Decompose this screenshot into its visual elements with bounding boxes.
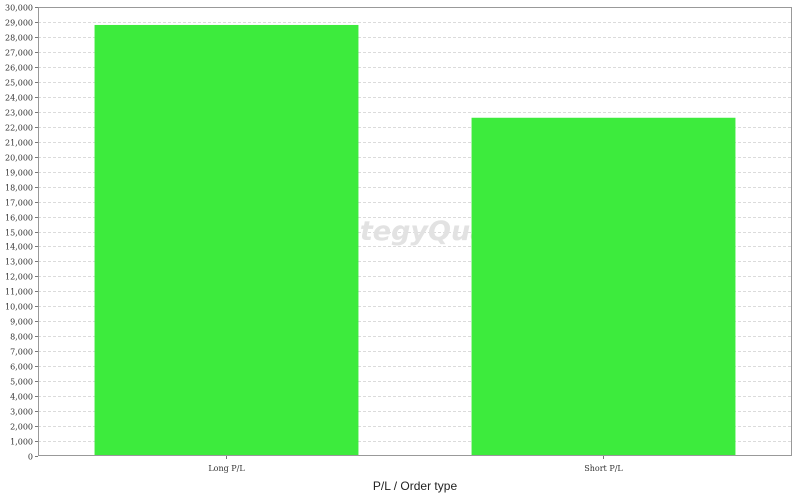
y-tick-label: 9,000 — [10, 318, 33, 327]
y-tick-label: 14,000 — [5, 243, 33, 252]
y-tick-label: 15,000 — [5, 229, 33, 238]
y-tick-label: 8,000 — [10, 333, 33, 342]
y-tick-label: 19,000 — [5, 169, 33, 178]
x-category-label: Short P/L — [584, 464, 623, 473]
y-tick-label: 22,000 — [5, 124, 33, 133]
y-tick-label: 12,000 — [5, 273, 33, 282]
y-tick-label: 3,000 — [10, 408, 33, 417]
y-tick-label: 16,000 — [5, 214, 33, 223]
y-tick-label: 18,000 — [5, 184, 33, 193]
y-tick-label: 27,000 — [5, 49, 33, 58]
bar-long-p-l — [94, 24, 359, 457]
y-tick-label: 13,000 — [5, 258, 33, 267]
y-tick-labels: 0 1,000 2,000 3,000 4,000 5,000 6,000 7,000 8,00… — [5, 4, 33, 462]
y-tick-label: 26,000 — [5, 64, 33, 73]
bars — [94, 24, 736, 457]
plot-frame — [38, 7, 792, 456]
y-tick-label: 11,000 — [5, 288, 33, 297]
y-tick-label: 24,000 — [5, 94, 33, 103]
y-tick-label: 21,000 — [5, 139, 33, 148]
axes — [35, 7, 792, 459]
y-tick-label: 23,000 — [5, 109, 33, 118]
x-axis-title: P/L / Order type — [372, 479, 458, 493]
bar-short-p-l — [471, 117, 736, 457]
y-tick-label: 25,000 — [5, 79, 33, 88]
y-tick-label: 29,000 — [5, 19, 33, 28]
y-tick-label: 17,000 — [5, 199, 33, 208]
x-category-labels: Long P/L Short P/L — [208, 464, 623, 473]
y-tick-label: 20,000 — [5, 154, 33, 163]
y-tick-label: 7,000 — [10, 348, 33, 357]
y-tick-label: 4,000 — [10, 393, 33, 402]
y-tick-label: 2,000 — [10, 423, 33, 432]
y-tick-label: 30,000 — [5, 4, 33, 13]
x-category-label: Long P/L — [208, 464, 245, 473]
y-tick-label: 1,000 — [10, 438, 33, 447]
y-tick-label: 10,000 — [5, 303, 33, 312]
y-tick-label: 5,000 — [10, 378, 33, 387]
y-tick-label: 0 — [28, 453, 33, 462]
y-tick-label: 28,000 — [5, 34, 33, 43]
y-tick-label: 6,000 — [10, 363, 33, 372]
